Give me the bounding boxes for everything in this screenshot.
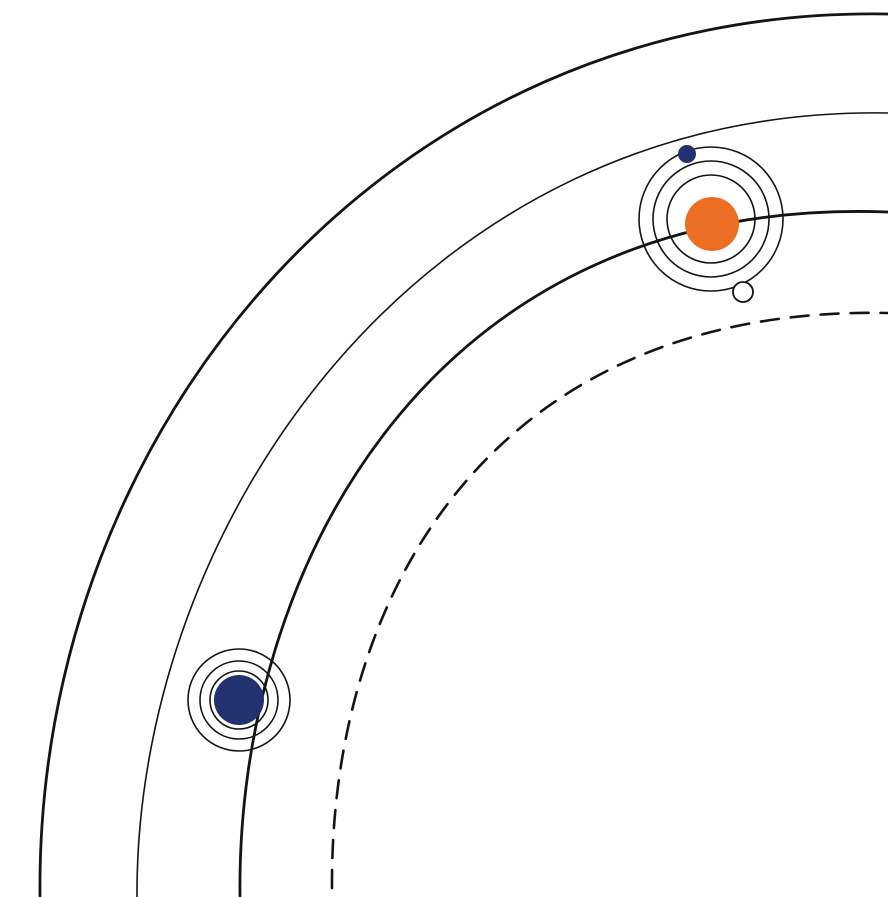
orange-system-middle-ring (652, 160, 770, 278)
orange-planet-system (638, 145, 784, 303)
navy-planet-system (187, 648, 291, 752)
hollow-moon (732, 281, 754, 303)
inner-dashed-orbit (330, 311, 888, 890)
second-orbit (136, 112, 888, 897)
navy-planet (214, 675, 264, 725)
navy-system-outer-ring (187, 648, 291, 752)
orange-system-outer-ring (638, 146, 784, 292)
outer-orbit (38, 12, 888, 897)
orange-planet (685, 197, 739, 251)
navy-system-middle-ring (199, 660, 279, 740)
navy-system-inner-ring (209, 670, 269, 730)
orange-system-inner-ring (666, 174, 756, 264)
navy-moon (678, 145, 696, 163)
